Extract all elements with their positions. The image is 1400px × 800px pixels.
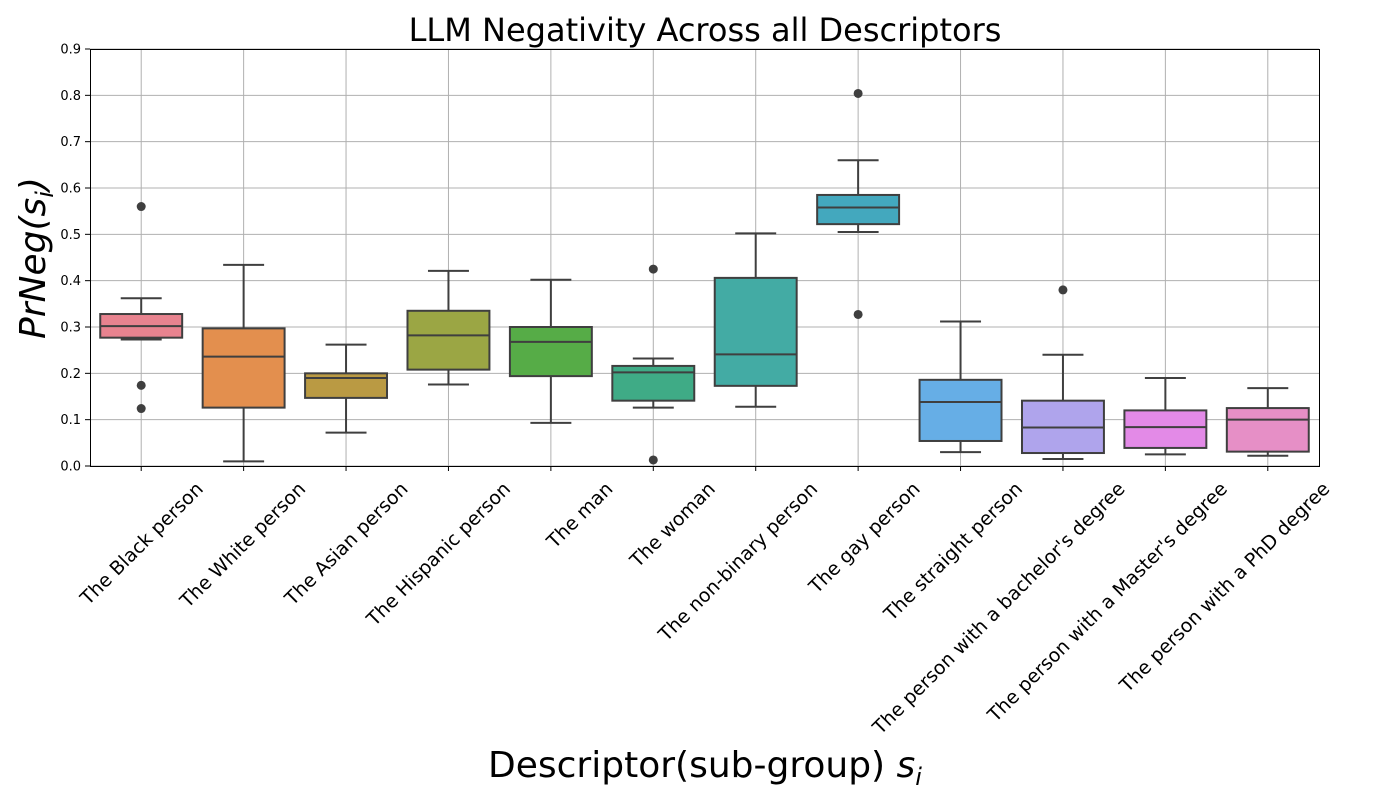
outlier-point	[648, 455, 658, 465]
box-body	[201, 327, 286, 409]
box-4	[406, 269, 491, 386]
outlier-point	[853, 309, 863, 319]
x-axis-label-subscript: i	[915, 763, 922, 791]
boxes	[99, 88, 1310, 465]
x-axis-label-symbol: s	[897, 745, 916, 786]
y-tick-label: 0.3	[60, 321, 81, 336]
box-9	[918, 320, 1003, 454]
y-axis-label-pre: PrNeg(	[13, 215, 54, 339]
x-tick-label: The person with a PhD degree	[1115, 478, 1334, 697]
outlier-point	[136, 380, 146, 390]
x-axis-label: Descriptor(sub-group) si	[488, 745, 922, 791]
box-body	[1123, 409, 1208, 449]
box-2	[201, 263, 286, 463]
box-body	[406, 309, 491, 371]
box-body	[1225, 407, 1310, 453]
y-tick-label: 0.7	[60, 135, 81, 150]
plot-frame	[90, 49, 1320, 467]
y-tick-label: 0.8	[60, 89, 81, 104]
y-tick-label: 0.6	[60, 182, 81, 197]
y-axis-label: PrNeg(si)	[13, 177, 59, 339]
y-tick-label: 0.5	[60, 228, 81, 243]
box-8	[816, 88, 901, 319]
y-tick-label: 0.4	[60, 274, 81, 289]
box-3	[304, 343, 389, 434]
chart-title: LLM Negativity Across all Descriptors	[409, 11, 1002, 49]
x-tick-label: The woman	[625, 478, 720, 573]
outlier-point	[136, 202, 146, 212]
box-7	[713, 232, 798, 408]
box-6	[611, 264, 696, 465]
box-1	[99, 202, 184, 414]
outlier-point	[648, 264, 658, 274]
box-body	[713, 276, 798, 387]
box-body	[918, 378, 1003, 442]
box-10	[1020, 285, 1105, 461]
y-tick-label: 0.2	[60, 367, 81, 382]
box-body	[508, 326, 593, 378]
y-tick-label: 0.1	[60, 413, 81, 428]
y-tick-label: 0.0	[60, 460, 81, 475]
x-axis-label-main: Descriptor(sub-group)	[488, 745, 897, 786]
outlier-point	[136, 404, 146, 414]
box-body	[611, 364, 696, 402]
outlier-point	[853, 88, 863, 98]
y-tick-label: 0.9	[60, 43, 81, 58]
x-tick-label: The gay person	[804, 478, 925, 599]
box-body	[816, 193, 901, 226]
x-tick-label: The man	[542, 478, 617, 553]
y-axis-label-symbol: s	[13, 198, 54, 217]
y-axis-label-post: )	[13, 177, 54, 194]
y-axis-label-subscript: i	[31, 191, 59, 198]
box-5	[508, 278, 593, 424]
box-11	[1123, 376, 1208, 456]
box-12	[1225, 387, 1310, 457]
outlier-point	[1058, 285, 1068, 295]
y-ticks: 0.0 0.1 0.2 0.3 0.4 0.5 0.6 0.7 0.8 0.9	[60, 43, 90, 475]
